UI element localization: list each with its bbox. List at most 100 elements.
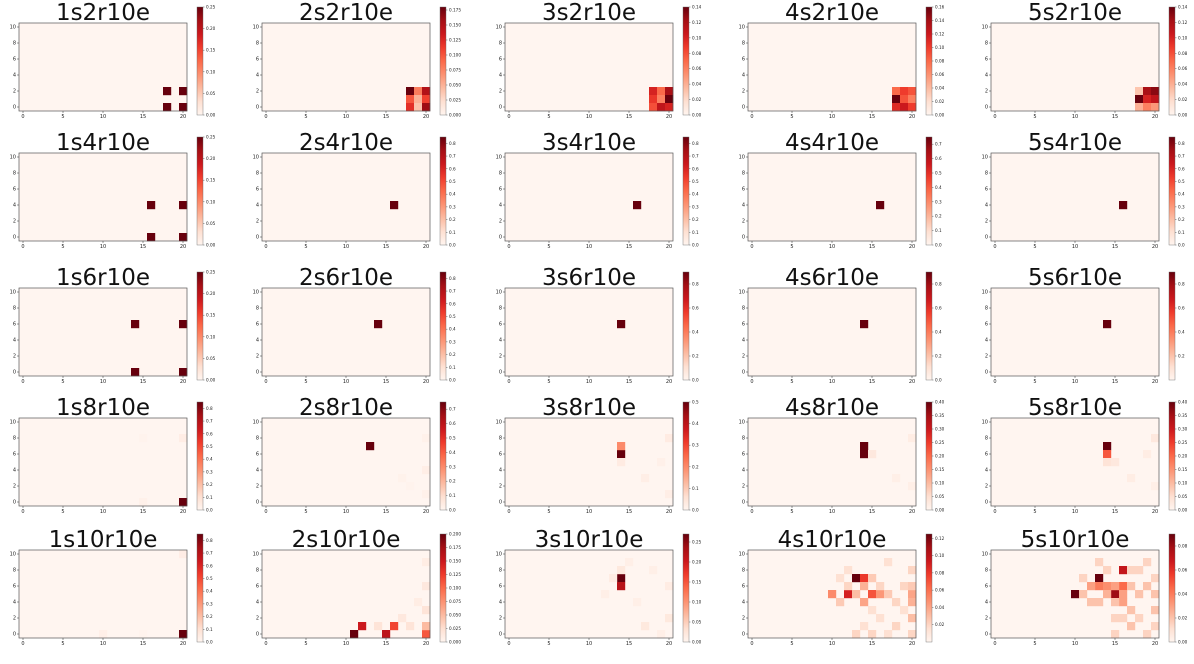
x-tick-label: 20 [666, 114, 672, 120]
x-tick-label: 15 [626, 244, 632, 250]
heatmap-cell [139, 630, 148, 639]
y-tick-label: 4 [499, 73, 502, 79]
colorbar-tick-label: 0.14 [692, 5, 702, 10]
y-tick-label: 4 [742, 468, 745, 474]
y-tick-label: 8 [742, 41, 745, 47]
x-tick-label: 15 [1112, 641, 1118, 647]
colorbar-tick-label: 0.5 [1178, 179, 1185, 184]
y-tick-label: 2 [499, 354, 502, 360]
heatmap-panel: 3s2r10e 0 5 10 15 20 0 2 4 6 8 10 0.00 0.02 0.04 0.06 0.… [496, 0, 702, 120]
heatmap-panel: 3s10r10e 0 5 10 15 20 0 2 4 6 8 10 0.00 0.05 0.10 0.15 0… [496, 527, 702, 647]
colorbar-tick-label: 0.2 [1178, 354, 1185, 359]
heatmap-panel: 4s6r10e 0 5 10 15 20 0 2 4 6 8 10 0.0 0.2 0.4 0.6 0.8 [739, 265, 942, 385]
colorbar-tick-label: 0.04 [935, 86, 945, 91]
y-tick-label: 4 [13, 600, 16, 606]
colorbar-tick-label: 0.04 [1178, 82, 1188, 87]
colorbar [682, 533, 690, 643]
y-tick-label: 4 [985, 468, 988, 474]
heatmap-cell [641, 622, 650, 631]
y-tick-label: 2 [256, 484, 259, 490]
y-tick-label: 10 [10, 290, 16, 296]
heatmap-cell [641, 474, 650, 483]
heatmap-cell [852, 574, 861, 583]
heatmap-cell [657, 95, 666, 104]
y-tick-label: 10 [739, 25, 745, 31]
heatmap-cell [900, 103, 909, 112]
heatmap-cell [1119, 614, 1128, 623]
heatmap-cell [633, 598, 642, 607]
heatmap-cell [868, 590, 877, 599]
colorbar-tick-label: 0.00 [935, 508, 945, 513]
heatmap-cell [406, 95, 415, 104]
colorbar [925, 401, 933, 511]
heatmap-cell [1103, 320, 1112, 329]
heatmap-cell [406, 87, 415, 96]
x-tick-label: 20 [909, 114, 915, 120]
colorbar-tick-label: 0.12 [692, 20, 702, 25]
y-tick-label: 6 [13, 584, 16, 590]
heatmap-cell [179, 233, 188, 242]
colorbar-tick-label: 0.7 [449, 407, 456, 412]
y-tick-label: 8 [256, 436, 259, 442]
y-tick-label: 6 [13, 322, 16, 328]
colorbar-tick-label: 0.8 [206, 538, 213, 543]
colorbar-tick-label: 0.10 [206, 334, 216, 339]
y-tick-label: 0 [985, 632, 988, 638]
y-tick-label: 8 [13, 306, 16, 312]
colorbar [1168, 271, 1176, 381]
heatmap-background [748, 23, 916, 111]
heatmap-cell [1087, 598, 1096, 607]
colorbar-tick-label: 0.25 [206, 5, 216, 10]
y-tick-label: 6 [256, 452, 259, 458]
heatmap-cell [350, 630, 359, 639]
x-tick-label: 15 [1112, 509, 1118, 515]
heatmap-cell [844, 566, 853, 575]
colorbar [196, 401, 204, 511]
colorbar-tick-label: 0.4 [692, 330, 699, 335]
heatmap-cell [1151, 434, 1160, 443]
colorbar-tick-label: 0.25 [206, 270, 216, 275]
colorbar-tick-label: 0.06 [1178, 568, 1188, 573]
panel-title: 3s8r10e [542, 395, 636, 421]
heatmap-cell [147, 233, 156, 242]
x-tick-label: 0 [750, 641, 753, 647]
y-tick-label: 0 [985, 370, 988, 376]
colorbar-tick-label: 0.12 [935, 32, 945, 37]
x-tick-label: 15 [1112, 114, 1118, 120]
colorbar-tick-label: 0.20 [1178, 454, 1188, 459]
colorbar-tick-label: 0.4 [206, 589, 213, 594]
y-tick-label: 10 [496, 420, 502, 426]
x-tick-label: 5 [790, 641, 793, 647]
colorbar-tick-label: 0.10 [1178, 481, 1188, 486]
colorbar-tick-label: 0.8 [206, 406, 213, 411]
x-tick-label: 0 [507, 244, 510, 250]
heatmap-cell [179, 103, 188, 112]
colorbar-tick-label: 0.00 [1178, 113, 1188, 118]
y-tick-label: 6 [985, 584, 988, 590]
colorbar-tick-label: 0.20 [206, 26, 216, 31]
colorbar-tick-label: 0.7 [449, 289, 456, 294]
colorbar-tick-label: 0.5 [449, 179, 456, 184]
y-tick-label: 6 [13, 57, 16, 63]
x-tick-label: 0 [264, 641, 267, 647]
heatmap-cell [99, 630, 108, 639]
heatmap-cell [1111, 630, 1120, 639]
y-tick-label: 0 [499, 235, 502, 241]
colorbar-tick-label: 0.000 [449, 113, 461, 118]
x-tick-label: 20 [1152, 244, 1158, 250]
x-tick-label: 20 [666, 244, 672, 250]
x-tick-label: 10 [100, 641, 106, 647]
heatmap-cell [1119, 201, 1128, 210]
heatmap-background [991, 23, 1159, 111]
colorbar-tick-label: 0.6 [935, 306, 942, 311]
colorbar-tick-label: 0.02 [1178, 97, 1188, 102]
colorbar-tick-label: 0.2 [449, 352, 456, 357]
y-tick-label: 6 [256, 584, 259, 590]
heatmap-cell [908, 614, 917, 623]
heatmap-cell [414, 95, 423, 104]
x-tick-label: 15 [383, 244, 389, 250]
y-tick-label: 8 [256, 171, 259, 177]
y-tick-label: 0 [256, 500, 259, 506]
heatmap-cell [1079, 574, 1088, 583]
y-tick-label: 8 [13, 171, 16, 177]
